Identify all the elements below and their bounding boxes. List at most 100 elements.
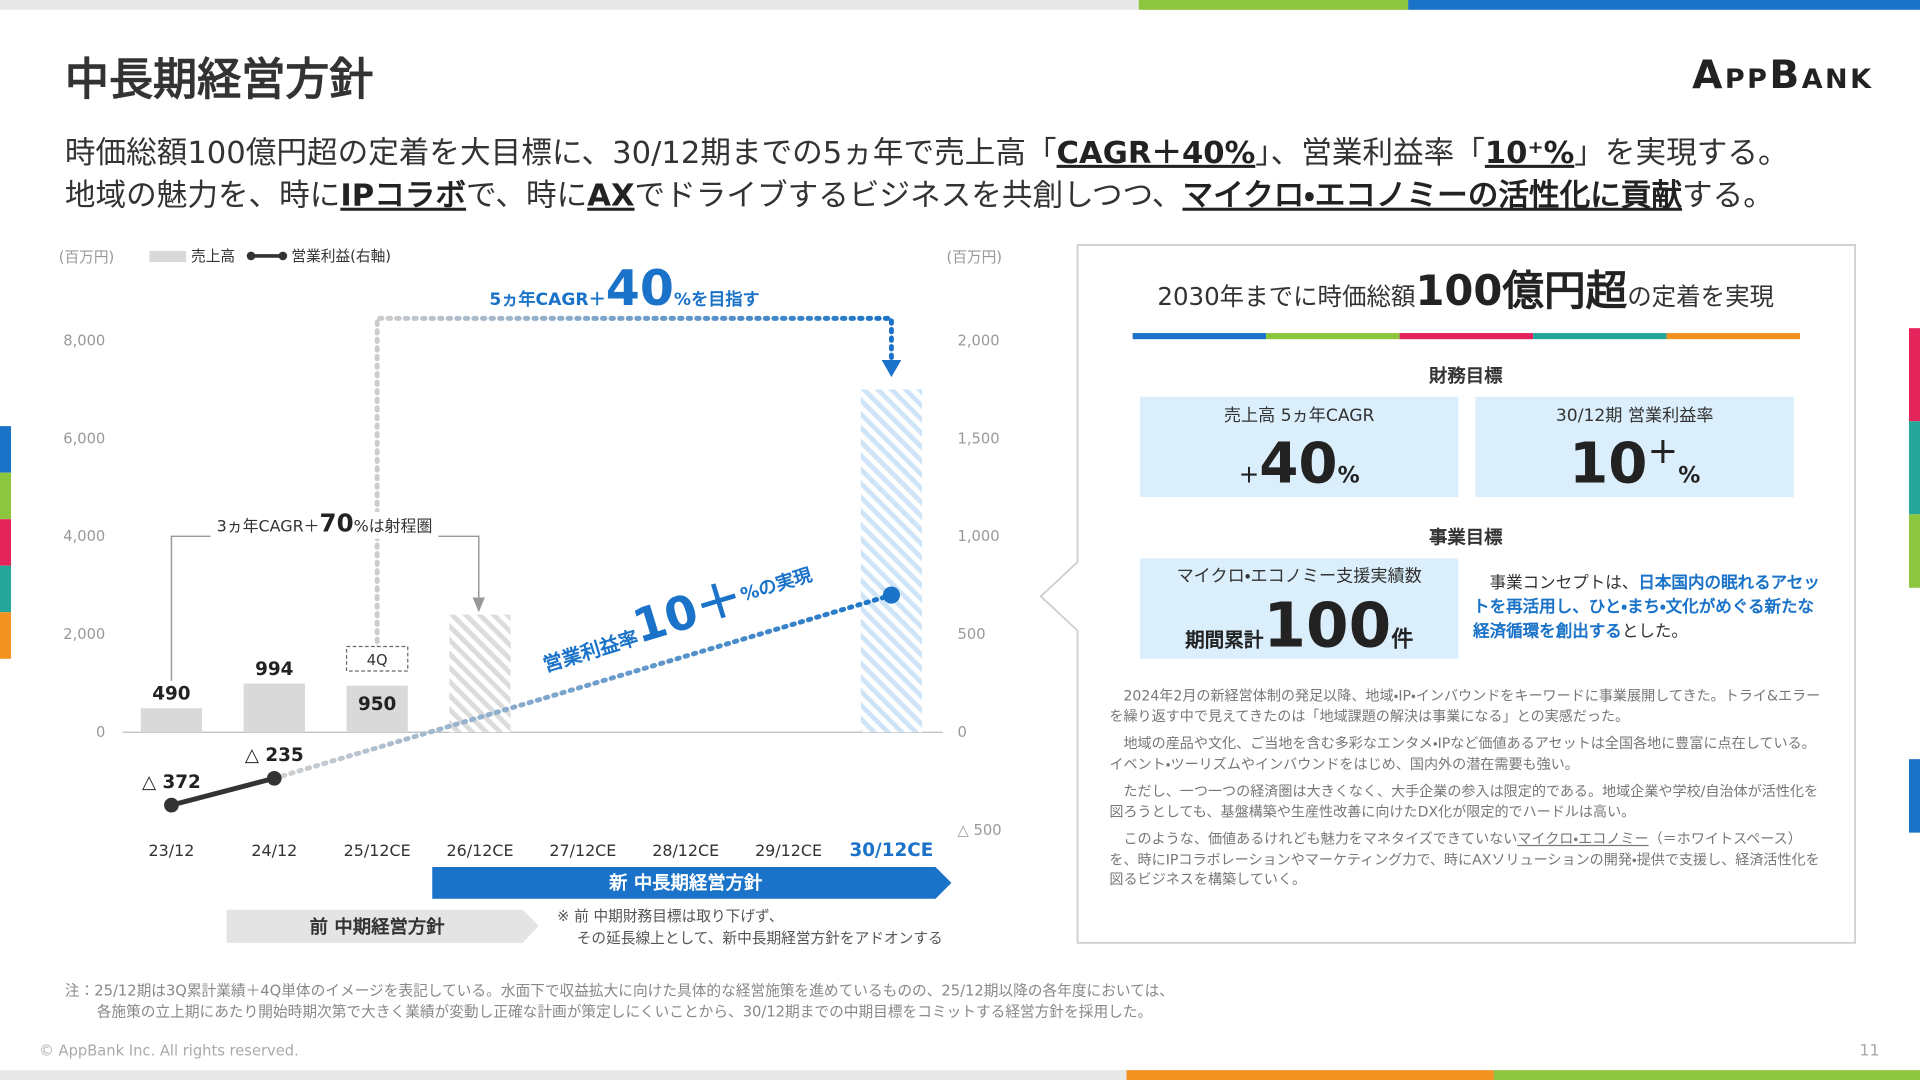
x-tick-label: 29/12CE [755, 841, 822, 860]
kpi-label: 30/12期 営業利益率 [1556, 406, 1714, 426]
old-plan-label: 前 中期経営方針 [310, 916, 446, 938]
line-value-label: △ 235 [245, 745, 304, 766]
legend-swatch [246, 251, 256, 261]
paragraphs: 2024年2月の新経営体制の発足以降、地域・IP・インバウンドをキーワードに事業… [1109, 686, 1827, 890]
line-point [882, 586, 900, 604]
line-point [164, 797, 179, 813]
bar [860, 389, 923, 733]
kpi-value: 10+% [1569, 429, 1700, 497]
q4-box [345, 645, 409, 672]
paragraph-list: 2024年2月の新経営体制の発足以降、地域・IP・インバウンドをキーワードに事業… [1109, 686, 1827, 890]
bar [449, 614, 511, 733]
note-bg [210, 511, 439, 539]
paragraph-part: 地域の産品や文化、ご当地を含む多彩なエンタメ・IPなど価値あるアセットは全国各地… [1109, 734, 1816, 773]
color-rule [1666, 333, 1800, 340]
x-tick-label: 24/12 [251, 841, 297, 860]
paragraph-part: ただし、一つ一つの経済圏は大きくなく、大手企業の参入は限定的である。地域企業や学… [1109, 782, 1819, 820]
lead-line-part: CAGR＋40% [1057, 136, 1256, 171]
bracket [170, 535, 480, 681]
lead-line-part: 」、営業利益率「 [1255, 136, 1485, 171]
cagr5-note-part: %を目指す [674, 289, 760, 310]
cagr5-note-part: 40 [606, 260, 674, 317]
y-unit: (百万円) [59, 249, 115, 266]
goal-title-part: の定着を実現 [1627, 282, 1774, 311]
y-tick-label: 4,000 [63, 528, 105, 545]
paragraph-part: マイクロ・エコノミー [1517, 830, 1649, 848]
heading: 財務目標 [1429, 365, 1503, 387]
kpi-value-part: + [1647, 429, 1678, 472]
kpi-box [1475, 396, 1794, 498]
kpi-value-part: 10 [1569, 431, 1647, 496]
paragraph-part: このような、価値あるけれども魅力をマネタイズできていない [1123, 830, 1518, 848]
x-tick-label: 27/12CE [549, 841, 616, 860]
concept-part: 日本国内の眠れるアセットを再活用し、ひと・まち・文化がめぐる新たな経済循環を創出… [1473, 573, 1820, 642]
kpi-value-part: 期間累計 [1185, 629, 1264, 652]
old-plan-bar [226, 909, 539, 943]
cagr5-note-part: 5ヵ年CAGR＋ [489, 289, 605, 310]
kpi-value-part: + [1239, 459, 1260, 488]
y2-tick-label: 500 [958, 626, 986, 643]
lead-line-part: 10⁺% [1485, 136, 1574, 171]
line [170, 775, 275, 808]
kpi-label: マイクロ・エコノミー支援実績数 [1177, 567, 1422, 587]
kpi-value-part: 100 [1263, 591, 1391, 662]
cagr3-note: 3ヵ年CAGR＋70%は射程圏 [217, 508, 433, 537]
y2-tick-label: 1,000 [958, 528, 1000, 545]
bar-value-label: 950 [358, 694, 396, 715]
margin-note-part: %の実現 [738, 563, 815, 606]
margin-note-part: 営業利益率 [540, 626, 641, 677]
kpi-value-part: % [1678, 463, 1700, 488]
x-tick-label: 23/12 [149, 841, 195, 860]
bar-value-label: 490 [152, 684, 190, 705]
paragraph: ただし、一つ一つの経済圏は大きくなく、大手企業の参入は限定的である。地域企業や学… [1109, 781, 1827, 821]
lead-line-part: AX [587, 179, 634, 214]
concept: 事業コンセプトは、日本国内の眠れるアセットを再活用し、ひと・まち・文化がめぐる新… [1473, 571, 1828, 644]
plan-note: ※ 前 中期財務目標は取り下げず、 [557, 908, 783, 925]
slide-title: 中長期経営方針 [65, 54, 374, 105]
legend-swatch [149, 251, 187, 263]
concept-box: 事業コンセプトは、日本国内の眠れるアセットを再活用し、ひと・まち・文化がめぐる新… [1473, 571, 1828, 644]
lead-line-part: 地域の魅力を、時に [65, 179, 340, 214]
lead-line-part: でドライブするビジネスを共創しつつ、 [635, 179, 1183, 214]
kpi-value-part: % [1338, 463, 1360, 488]
kpi-value: 期間累計100件 [1185, 591, 1413, 662]
cagr3-note-part: 70 [320, 508, 354, 537]
concept-part: とした。 [1621, 622, 1688, 642]
y-tick-label: 6,000 [63, 430, 105, 447]
lead-line-part: で、時に [466, 179, 587, 214]
heading: 事業目標 [1429, 527, 1503, 549]
paragraph: 地域の産品や文化、ご当地を含む多彩なエンタメ・IPなど価値あるアセットは全国各地… [1109, 733, 1827, 773]
arrow-head [472, 597, 485, 613]
arrow-head [881, 360, 902, 378]
lead-line-part: IPコラボ [340, 179, 466, 214]
logo: AppBank [1692, 53, 1873, 98]
lead-line-part: 」を実現する。 [1574, 136, 1788, 171]
margin-note-part: 10＋ [627, 570, 749, 654]
kpi-value-part: 件 [1391, 628, 1413, 653]
x-tick-label: 25/12CE [344, 841, 411, 860]
new-plan-bar [432, 866, 952, 899]
lead-line-part: 時価総額100億円超の定着を大目標に、30/12期までの5ヵ年で売上高「 [65, 136, 1057, 171]
page-number: 11 [1859, 1041, 1879, 1060]
x-tick-label: 30/12CE [850, 840, 934, 861]
new-plan-label: 新 中長期経営方針 [608, 872, 763, 894]
cagr3-note-part: 3ヵ年CAGR＋ [217, 516, 320, 535]
bar [346, 685, 408, 733]
bar [243, 683, 305, 733]
bar-value-label: 994 [255, 659, 293, 680]
copyright: © AppBank Inc. All rights reserved. [39, 1043, 299, 1060]
y2-unit: (百万円) [947, 249, 1003, 266]
goal-title: 2030年までに時価総額100億円超の定着を実現 [1157, 266, 1774, 315]
line-point [266, 770, 282, 786]
y2-tick-label: △ 500 [958, 822, 1002, 839]
y-tick-label: 2,000 [63, 626, 105, 643]
concept-part: 事業コンセプトは、 [1489, 573, 1639, 593]
kpi-box [1140, 558, 1459, 659]
y-tick-label: 0 [96, 724, 105, 741]
bar [140, 708, 203, 733]
paragraph: このような、価値あるけれども魅力をマネタイズできていないマイクロ・エコノミー（＝… [1109, 829, 1827, 890]
color-rule [1399, 333, 1534, 340]
lead: 時価総額100億円超の定着を大目標に、30/12期までの5ヵ年で売上高「CAGR… [65, 136, 1789, 214]
